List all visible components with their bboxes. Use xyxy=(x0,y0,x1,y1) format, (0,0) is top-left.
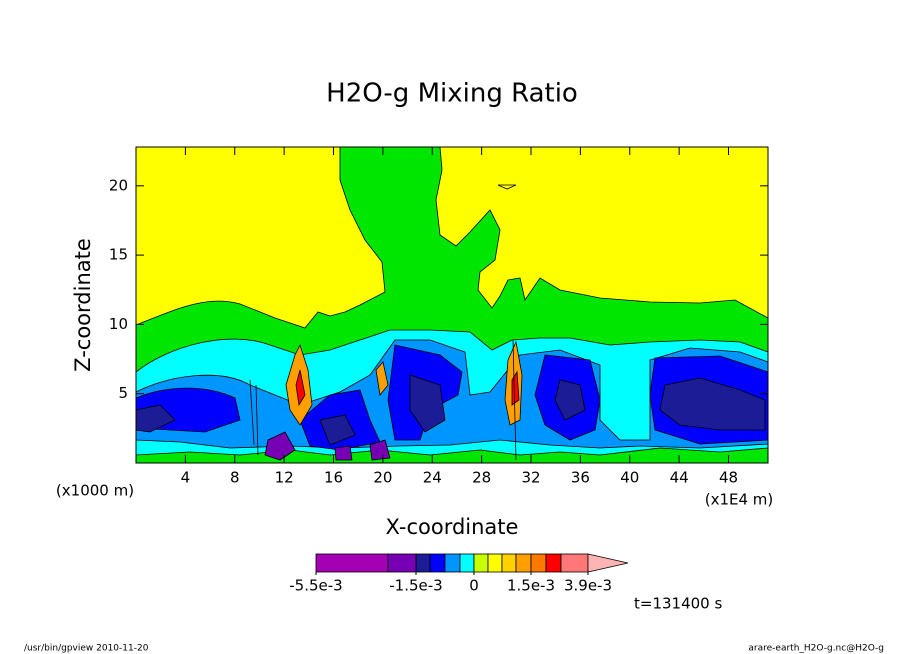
colorbar-box xyxy=(501,553,517,573)
colorbar-box xyxy=(415,553,431,573)
contour-line xyxy=(249,339,517,461)
colorbar-box xyxy=(515,553,532,573)
contour-field xyxy=(135,146,769,464)
y-tick-label: 5 xyxy=(118,384,128,402)
footer: /usr/bin/gpview 2010-11-20 xyxy=(24,644,149,654)
colorbar-box xyxy=(560,553,589,573)
x-tick-label: 4 xyxy=(181,469,191,487)
contour-region xyxy=(285,340,523,426)
y-tick-label: 10 xyxy=(109,315,128,333)
colorbar-box xyxy=(315,553,389,573)
colorbar-tick-label: 0 xyxy=(469,577,479,595)
x-tick-label: 24 xyxy=(423,469,442,487)
colorbar-tick-label: 1.5e-3 xyxy=(507,577,555,595)
colorbar-extension xyxy=(587,553,629,573)
time-label: t=131400 s xyxy=(634,595,722,613)
colorbar-box xyxy=(459,553,475,573)
x-tick-label: 40 xyxy=(620,469,639,487)
colorbar-box xyxy=(429,553,446,573)
contour-region xyxy=(295,369,520,407)
contour-region xyxy=(497,184,517,190)
colorbar-box xyxy=(487,553,503,573)
colorbar-tick-label: 3.9e-3 xyxy=(564,577,612,595)
x-tick-label: 12 xyxy=(275,469,294,487)
x-tick-label: 20 xyxy=(373,469,392,487)
x-tick-label: 28 xyxy=(472,469,491,487)
x-tick-label: 36 xyxy=(571,469,590,487)
x-unit-label: (x1000 m) xyxy=(56,482,134,500)
contour-region xyxy=(135,374,766,446)
x-tick-label: 48 xyxy=(719,469,738,487)
x-axis-title: X-coordinate xyxy=(386,515,519,539)
y-tick-label: 20 xyxy=(109,176,128,194)
contour-region xyxy=(264,431,391,461)
y-axis-title: Z-coordinate xyxy=(71,238,95,372)
colorbar-box xyxy=(545,553,562,573)
x-tick-label: 8 xyxy=(230,469,240,487)
y-tick-label: 15 xyxy=(109,246,128,264)
x-tick-label: 16 xyxy=(324,469,343,487)
colorbar-box xyxy=(473,553,489,573)
x-unit-label: (x1E4 m) xyxy=(705,491,774,509)
footer: arare-earth_H2O-g.nc@H2O-g xyxy=(748,644,884,654)
x-tick-label: 32 xyxy=(521,469,540,487)
colorbar-box xyxy=(387,553,417,573)
colorbar-tick-label: -1.5e-3 xyxy=(389,577,442,595)
colorbar-tick-label: -5.5e-3 xyxy=(289,577,342,595)
chart-title: H2O-g Mixing Ratio xyxy=(326,79,578,109)
colorbar-box xyxy=(530,553,547,573)
x-tick-label: 44 xyxy=(670,469,689,487)
colorbar-box xyxy=(444,553,461,573)
plot-frame xyxy=(135,146,769,464)
